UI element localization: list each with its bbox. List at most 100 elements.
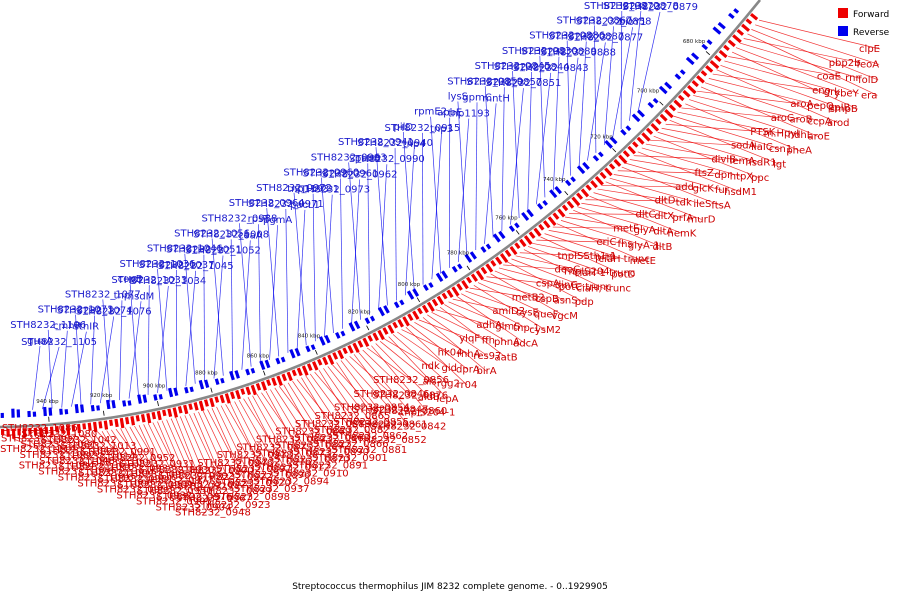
reverse-label-leader <box>367 163 370 316</box>
reverse-feature <box>554 186 562 195</box>
reverse-label-leader <box>340 178 343 329</box>
tick-label: 820 kbp <box>348 309 371 315</box>
reverse-feature <box>564 179 572 187</box>
reverse-gene-label: STH8232_1105 <box>21 337 97 348</box>
reverse-feature <box>310 344 316 351</box>
forward-gene-label: adhA <box>476 320 502 331</box>
forward-gene-label: STH8232_0860 <box>371 406 447 417</box>
reverse-label-leader <box>375 147 388 306</box>
forward-gene-label: aroB <box>789 115 812 126</box>
forward-feature <box>613 158 622 167</box>
genome-caption: Streptococcus thermophilus JIM 8232 comp… <box>292 582 608 592</box>
forward-gene-label: STH8232_0916 <box>235 456 311 467</box>
forward-gene-label: rnhA <box>457 349 481 360</box>
forward-label-leader <box>161 420 195 497</box>
forward-label-leader <box>665 123 763 133</box>
forward-gene-label: STH8232_0912 <box>254 462 330 473</box>
forward-label-leader <box>544 233 625 260</box>
legend-label-reverse: Reverse <box>853 28 890 38</box>
reverse-label-leader <box>211 238 224 376</box>
forward-label-leader <box>340 360 391 425</box>
forward-feature <box>696 75 705 84</box>
forward-feature <box>135 415 140 422</box>
tick-mark <box>466 265 471 271</box>
forward-feature <box>317 358 323 366</box>
reverse-feature <box>441 270 449 279</box>
forward-feature <box>441 292 448 300</box>
forward-label-leader <box>31 437 58 456</box>
forward-label-leader <box>41 433 60 438</box>
forward-label-leader <box>265 390 311 474</box>
forward-feature <box>151 411 157 420</box>
forward-gene-label: metB2 <box>512 292 545 303</box>
forward-label-leader <box>597 188 684 203</box>
forward-gene-label: IlaIC <box>751 142 773 153</box>
reverse-feature <box>609 136 618 145</box>
reverse-feature <box>264 359 271 369</box>
forward-label-leader <box>461 293 527 329</box>
forward-gene-label: STH8232_0847 <box>353 404 429 415</box>
forward-feature <box>337 349 345 360</box>
reverse-gene-label: copB <box>118 274 143 285</box>
forward-feature <box>749 12 759 21</box>
reverse-feature <box>620 129 627 136</box>
forward-feature <box>422 304 429 314</box>
forward-feature <box>276 375 283 386</box>
forward-label-leader <box>507 261 585 303</box>
forward-gene-label: rr04 <box>457 380 478 391</box>
forward-gene-label: aroC <box>771 113 794 124</box>
forward-gene-label: STH8232_1082 <box>20 450 96 461</box>
forward-label-leader <box>371 345 429 413</box>
forward-feature <box>352 342 360 353</box>
forward-gene-label: STH8232_0846 <box>354 389 430 400</box>
reverse-feature <box>701 43 709 51</box>
forward-gene-label: murD <box>688 214 716 225</box>
reverse-feature <box>348 322 356 332</box>
reverse-label-leader <box>185 270 197 387</box>
reverse-feature <box>96 405 101 411</box>
forward-gene-label: ylqF <box>459 334 480 345</box>
forward-gene-label: dprA <box>456 365 480 376</box>
forward-feature <box>49 426 54 436</box>
forward-gene-label: ffh <box>482 335 495 346</box>
forward-gene-label: STH8232_0967 <box>176 494 252 505</box>
forward-gene-label: ndk <box>421 361 440 372</box>
forward-feature <box>723 44 730 52</box>
forward-feature <box>741 23 751 32</box>
reverse-label-leader <box>402 131 415 291</box>
forward-label-leader <box>585 199 666 202</box>
reverse-feature <box>250 367 256 374</box>
reverse-gene-label: STH8232_1106 <box>10 320 86 331</box>
forward-label-leader <box>569 213 646 215</box>
forward-gene-label: prfA <box>672 213 693 224</box>
reverse-gene-label: STH8232_1074 <box>57 306 133 317</box>
forward-gene-label: STH8232_1005 <box>77 478 153 489</box>
reverse-gene-label: STH8232_0990 <box>349 154 425 165</box>
forward-feature <box>327 354 335 365</box>
forward-gene-label: arod <box>827 118 850 129</box>
forward-label-leader <box>735 47 859 95</box>
reverse-feature <box>428 282 434 289</box>
reverse-label-leader <box>312 193 316 342</box>
reverse-feature <box>549 189 558 199</box>
forward-label-leader <box>211 408 253 498</box>
forward-label-leader <box>633 155 724 160</box>
forward-gene-label: ccpA <box>808 116 832 127</box>
reverse-feature <box>631 113 641 123</box>
forward-gene-label: STH8232_0931 <box>119 459 195 470</box>
reverse-label-leader <box>612 27 634 138</box>
reverse-feature <box>733 8 740 14</box>
forward-gene-label: STH8232_0920 <box>215 478 291 489</box>
reverse-feature <box>521 211 530 221</box>
forward-gene-label: phnA <box>494 337 520 348</box>
forward-label-leader <box>207 409 236 464</box>
forward-label-leader <box>661 127 762 148</box>
forward-gene-label: ciaH trunc <box>599 254 650 265</box>
reverse-label-leader <box>484 86 494 238</box>
forward-feature <box>608 163 616 170</box>
forward-label-leader <box>439 306 507 358</box>
reverse-label-leader <box>566 40 571 176</box>
forward-gene-label: STH8232_0862 <box>332 431 408 442</box>
forward-label-leader <box>712 73 822 91</box>
